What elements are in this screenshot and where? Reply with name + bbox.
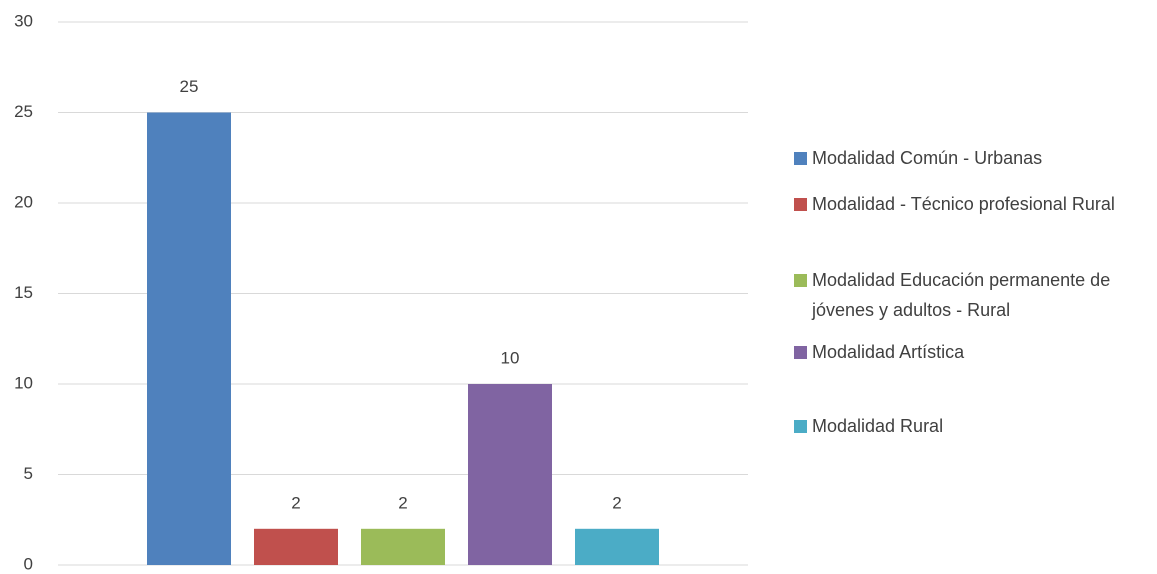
y-tick-label: 30 xyxy=(14,11,33,30)
legend-swatch xyxy=(794,346,807,359)
legend-item: Modalidad - Técnico profesional Rural xyxy=(794,189,1144,219)
data-label: 25 xyxy=(180,77,199,96)
legend-swatch xyxy=(794,274,807,287)
data-label: 2 xyxy=(612,493,621,512)
y-tick-label: 0 xyxy=(24,554,33,573)
bar xyxy=(361,528,445,565)
data-label: 2 xyxy=(291,493,300,512)
legend-swatch xyxy=(794,198,807,211)
legend-swatch xyxy=(794,152,807,165)
legend-swatch xyxy=(794,420,807,433)
legend-item: Modalidad Rural xyxy=(794,411,1144,441)
legend-item: Modalidad Común - Urbanas xyxy=(794,143,1144,173)
y-tick-label: 10 xyxy=(14,373,33,392)
legend-label: Modalidad Artística xyxy=(812,342,965,362)
y-tick-label: 15 xyxy=(14,283,33,302)
legend-label: Modalidad - Técnico profesional Rural xyxy=(812,194,1115,214)
bar xyxy=(147,112,231,565)
y-tick-label: 25 xyxy=(14,102,33,121)
data-label: 10 xyxy=(501,348,520,367)
bar xyxy=(468,384,552,565)
bar xyxy=(254,528,338,565)
legend-label: Modalidad Común - Urbanas xyxy=(812,148,1043,168)
y-tick-label: 20 xyxy=(14,192,33,211)
y-tick-label: 5 xyxy=(24,464,33,483)
legend-item: Modalidad Educación permanente de jóvene… xyxy=(794,265,1144,325)
legend-label: Modalidad Educación permanente de jóvene… xyxy=(812,270,1111,320)
legend-item: Modalidad Artística xyxy=(794,337,1144,367)
legend-label: Modalidad Rural xyxy=(812,416,944,436)
bar xyxy=(575,528,659,565)
data-label: 2 xyxy=(398,493,407,512)
